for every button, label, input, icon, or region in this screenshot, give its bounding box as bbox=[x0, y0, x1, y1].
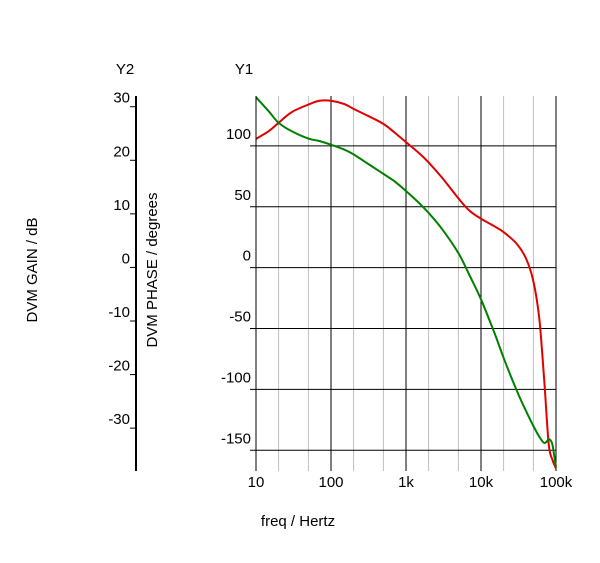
y1-tick-label: 0 bbox=[243, 248, 251, 265]
y1-tick-label: -50 bbox=[229, 309, 251, 326]
y1-axis-title: DVM PHASE / degrees bbox=[144, 192, 161, 347]
series bbox=[255, 96, 557, 469]
x-tick-label: 100 bbox=[318, 474, 343, 491]
y1-tick-label: 100 bbox=[226, 126, 251, 143]
x-axis-title: freq / Hertz bbox=[261, 513, 335, 530]
axes: Y2 Y1 DVM GAIN / dB DVM PHASE / degrees … bbox=[24, 61, 335, 530]
y1-tick-label: -150 bbox=[221, 430, 251, 447]
grid bbox=[130, 96, 557, 471]
y2-tick-label: -10 bbox=[108, 304, 130, 321]
tick-labels: 10 100 1k 10k 100k100500-50-100-1503020100-1… bbox=[108, 90, 572, 491]
y2-label: Y2 bbox=[116, 61, 134, 78]
x-tick-label: 10k bbox=[469, 474, 494, 491]
series-line-1 bbox=[255, 99, 557, 469]
y1-label: Y1 bbox=[235, 61, 253, 78]
x-tick-label: 10 bbox=[248, 474, 265, 491]
y2-tick-label: -20 bbox=[108, 358, 130, 375]
y2-tick-label: 10 bbox=[113, 197, 130, 214]
series-line-2 bbox=[255, 96, 557, 468]
y1-tick-label: 50 bbox=[234, 187, 251, 204]
y2-axis-title: DVM GAIN / dB bbox=[24, 217, 41, 322]
y1-tick-label: -100 bbox=[221, 369, 251, 386]
y2-tick-label: 30 bbox=[113, 90, 130, 107]
y2-tick-label: 20 bbox=[113, 143, 130, 160]
y2-tick-label: -30 bbox=[108, 411, 130, 428]
x-tick-label: 1k bbox=[398, 474, 414, 491]
y2-tick-label: 0 bbox=[122, 250, 130, 267]
x-tick-label: 100k bbox=[540, 474, 573, 491]
